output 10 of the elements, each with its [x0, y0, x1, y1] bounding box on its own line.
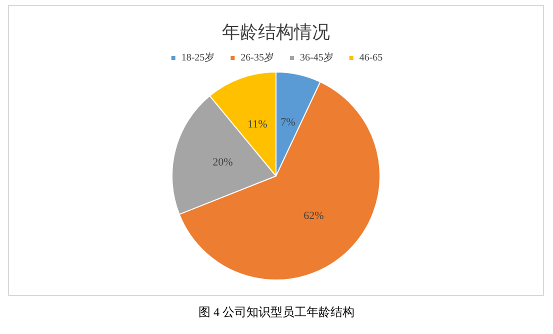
- caption: 图 4 公司知识型员工年龄结构: [198, 304, 356, 321]
- legend-label: 36-45岁: [300, 52, 334, 64]
- legend-label: 46-65: [359, 52, 383, 64]
- chart-title: 年龄结构情况: [222, 22, 330, 42]
- data-label: 20%: [212, 156, 233, 168]
- data-label: 62%: [304, 210, 324, 222]
- data-label: 7%: [280, 116, 296, 128]
- data-label: 11%: [247, 118, 268, 130]
- legend-label: 18-25岁: [181, 52, 215, 64]
- legend-label: 26-35岁: [240, 52, 274, 64]
